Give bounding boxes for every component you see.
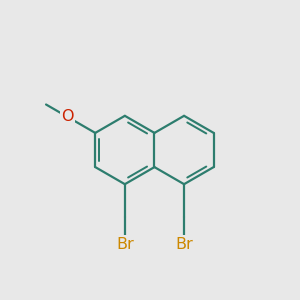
Text: O: O: [61, 109, 74, 124]
Text: Br: Br: [116, 237, 134, 252]
Text: Br: Br: [175, 237, 193, 252]
